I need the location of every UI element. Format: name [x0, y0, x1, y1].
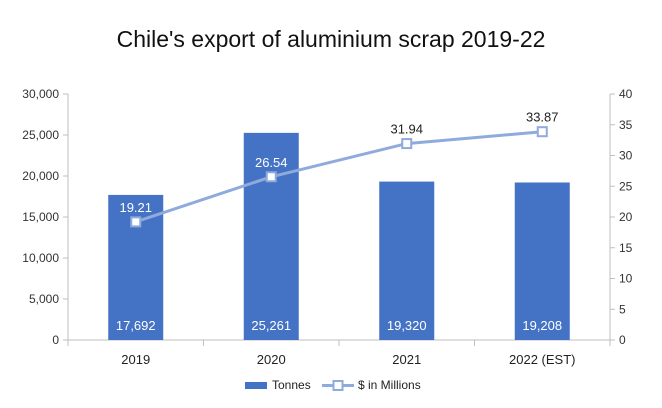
left-tick-label: 25,000 — [22, 128, 59, 142]
line-series — [130, 126, 548, 228]
right-tick-label: 10 — [619, 272, 633, 286]
right-tick-label: 20 — [619, 210, 633, 224]
bar-value-label: 19,320 — [387, 318, 427, 333]
right-tick-label: 5 — [619, 302, 626, 316]
legend-swatch-marker — [332, 380, 344, 391]
bar-value-label: 17,692 — [116, 318, 156, 333]
left-tick-label: 0 — [52, 333, 59, 347]
legend: Tonnes $ in Millions — [245, 378, 421, 392]
line-value-label: 19.21 — [119, 200, 152, 215]
right-tick-label: 35 — [619, 118, 633, 132]
right-tick-label: 40 — [619, 87, 633, 101]
line-marker — [536, 126, 548, 138]
bar — [243, 132, 299, 340]
right-tick-label: 15 — [619, 241, 633, 255]
right-tick-label: 25 — [619, 179, 633, 193]
line-value-label: 26.54 — [255, 155, 288, 170]
data-labels: 17,692 25,261 19,320 19,208 19.21 26.54 31.94 3… — [116, 110, 562, 333]
line-marker — [401, 138, 413, 150]
left-tick-label: 10,000 — [22, 251, 59, 265]
line-value-label: 33.87 — [526, 110, 559, 125]
left-tick-label: 5,000 — [29, 292, 59, 306]
x-category-label: 2022 (EST) — [509, 352, 575, 367]
right-tick-label: 0 — [619, 333, 626, 347]
line-value-label: 31.94 — [390, 122, 423, 137]
bar-value-label: 25,261 — [251, 318, 291, 333]
left-tick-label: 15,000 — [22, 210, 59, 224]
left-tick-label: 30,000 — [22, 87, 59, 101]
bar — [379, 181, 435, 340]
x-category-label: 2020 — [257, 352, 286, 367]
x-category-label: 2021 — [392, 352, 421, 367]
left-tick-label: 20,000 — [22, 169, 59, 183]
x-category-label: 2019 — [121, 352, 150, 367]
line-marker — [130, 216, 142, 228]
bar-value-label: 19,208 — [522, 318, 562, 333]
legend-label-usd: $ in Millions — [358, 378, 421, 392]
line-path — [135, 130, 543, 224]
chart-title: Chile's export of aluminium scrap 2019-2… — [116, 26, 546, 52]
right-tick-label: 30 — [619, 149, 633, 163]
legend-swatch-tonnes — [245, 382, 267, 389]
legend-label-tonnes: Tonnes — [272, 378, 311, 392]
bar-series — [108, 132, 570, 340]
bar — [514, 182, 570, 340]
line-marker — [265, 171, 277, 183]
